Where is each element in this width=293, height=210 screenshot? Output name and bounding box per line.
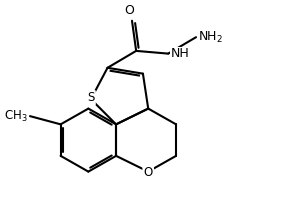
Text: NH$_2$: NH$_2$ [198,30,223,45]
Text: CH$_3$: CH$_3$ [4,109,28,124]
Text: O: O [124,4,134,17]
Text: O: O [144,167,153,180]
Text: S: S [87,91,95,104]
Text: NH: NH [171,47,189,60]
